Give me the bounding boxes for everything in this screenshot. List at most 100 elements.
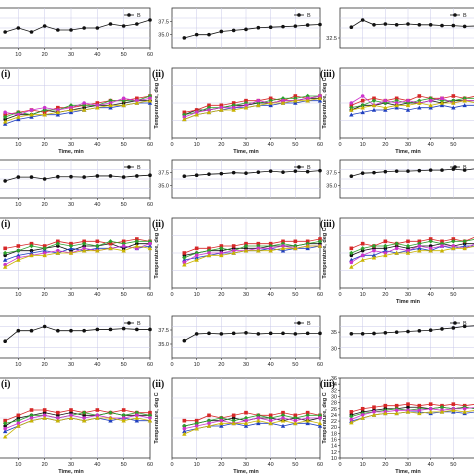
- x-tick-label: 60: [147, 202, 153, 208]
- data-point: [451, 244, 456, 248]
- data-point: [56, 416, 60, 420]
- data-point: [317, 239, 323, 244]
- data-point: [108, 98, 113, 103]
- data-point: [371, 253, 377, 258]
- data-point: [439, 100, 445, 105]
- x-tick-label: 30: [68, 292, 74, 298]
- panel-r2-bot-a: 10 20 30 40 50 60 (i): [0, 217, 153, 298]
- panel-r1-top-a: 10 20 30 40 50 60 B: [0, 7, 153, 58]
- data-point: [147, 418, 153, 423]
- data-point: [360, 246, 365, 251]
- series-line: [5, 409, 150, 422]
- data-point: [417, 105, 422, 110]
- data-point: [55, 241, 61, 246]
- x-tick-label: 30: [243, 292, 249, 298]
- data-point: [42, 408, 47, 412]
- x-tick-label: 30: [243, 362, 249, 368]
- data-point: [305, 239, 310, 244]
- series-line: [5, 174, 151, 182]
- y-tick-label: 32: [331, 388, 337, 394]
- x-tick-label: 40: [428, 292, 434, 298]
- data-point: [194, 253, 199, 258]
- x-tick-label: 10: [15, 202, 21, 208]
- data-point: [428, 105, 433, 110]
- legend-swatch-marker: [297, 321, 301, 325]
- data-point: [406, 402, 410, 406]
- x-tick-label: 10: [360, 462, 366, 468]
- data-point: [360, 98, 365, 103]
- data-point: [219, 423, 224, 428]
- data-point: [121, 418, 126, 423]
- x-tick-label: 10: [194, 362, 200, 368]
- x-axis-label: Time, min: [58, 469, 84, 474]
- data-point: [305, 246, 310, 251]
- data-point: [360, 248, 365, 253]
- panel-r1-bot-a: 10 20 30 40 50 60 Time, min (i): [0, 67, 153, 155]
- data-point: [207, 421, 211, 426]
- data-point: [121, 244, 126, 248]
- data-point: [207, 251, 211, 255]
- data-point: [95, 413, 100, 418]
- data-point: [108, 241, 113, 246]
- data-point: [417, 168, 422, 173]
- data-point: [440, 239, 444, 244]
- data-point: [268, 413, 273, 418]
- data-point: [428, 248, 433, 253]
- data-point: [305, 421, 310, 426]
- data-point: [394, 408, 399, 413]
- data-point: [462, 98, 467, 103]
- data-point: [231, 107, 236, 112]
- data-point: [3, 418, 7, 423]
- series-line: [5, 238, 151, 249]
- series-line: [351, 100, 474, 111]
- data-point: [372, 248, 376, 253]
- data-point: [349, 253, 354, 258]
- series-line: [184, 97, 321, 120]
- panel-label: (ii): [152, 69, 164, 80]
- data-point: [29, 408, 34, 412]
- data-point: [439, 103, 445, 108]
- data-point: [231, 413, 236, 418]
- data-point: [406, 329, 410, 334]
- x-tick-label: 20: [42, 292, 48, 298]
- data-point: [3, 30, 7, 34]
- data-point: [16, 418, 21, 423]
- data-point: [2, 257, 8, 262]
- panel-r3-top-a: 10 20 30 40 50 60 B: [0, 315, 153, 368]
- data-point: [206, 253, 212, 258]
- y-tick-label: 34: [331, 382, 337, 388]
- data-point: [280, 413, 286, 418]
- data-point: [148, 18, 152, 22]
- data-point: [16, 244, 21, 248]
- data-point: [69, 28, 73, 32]
- data-point: [360, 105, 365, 110]
- y-tick-label: 37.5: [326, 171, 337, 177]
- data-point: [305, 418, 310, 423]
- x-tick-label: 50: [121, 292, 127, 298]
- data-point: [3, 117, 7, 122]
- data-point: [243, 423, 249, 428]
- data-point: [148, 96, 152, 101]
- data-point: [56, 105, 60, 110]
- panel-r3-bot-a: 10 20 30 40 50 60 Time, min (i): [0, 377, 153, 474]
- data-point: [417, 23, 422, 27]
- legend-swatch-marker: [127, 165, 131, 169]
- data-point: [207, 172, 211, 176]
- data-point: [16, 248, 21, 253]
- data-point: [69, 105, 73, 110]
- data-point: [256, 421, 261, 426]
- data-point: [293, 332, 298, 336]
- series-line: [184, 420, 321, 435]
- data-point: [29, 241, 34, 246]
- data-point: [318, 331, 322, 336]
- panel-r2-bot-b: 0 10 20 30 40 50 60 Temperature, deg C(ii): [152, 217, 323, 298]
- series-line: [184, 417, 320, 430]
- data-point: [82, 416, 86, 420]
- data-point: [182, 174, 187, 179]
- data-point: [95, 327, 100, 332]
- data-point: [439, 405, 445, 410]
- x-tick-label: 30: [68, 462, 74, 468]
- panel-r1-top-b: 37.5 35.0 B: [158, 7, 322, 49]
- data-point: [462, 324, 467, 329]
- data-point: [360, 406, 365, 411]
